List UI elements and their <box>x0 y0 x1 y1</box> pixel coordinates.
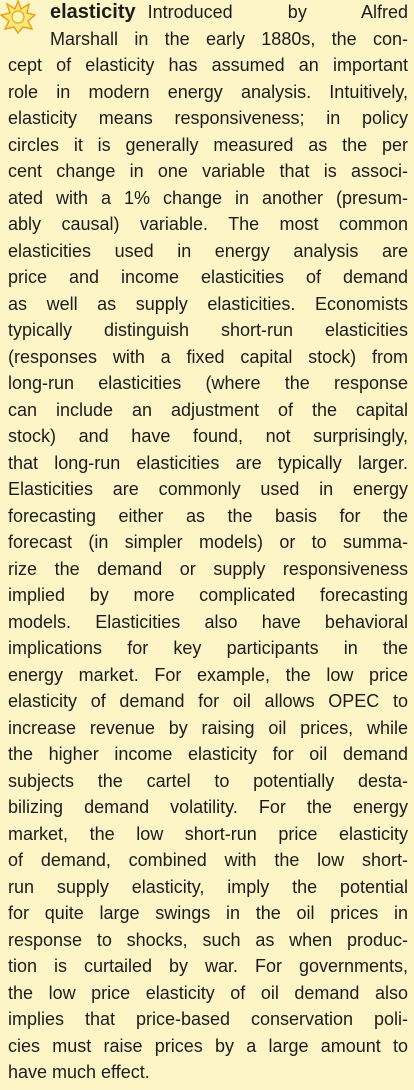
line-text: market, the low short-run price elastici… <box>8 823 408 844</box>
line-text: long-run elasticities (where the respons… <box>8 373 408 393</box>
text-line: elasticity of demand for oil allows OPEC… <box>0 688 414 715</box>
line-text: elasticities used in energy analysis are <box>8 240 408 261</box>
line-text: (responses with a fixed capital stock) f… <box>8 346 408 367</box>
line-text: cent change in one variable that is asso… <box>8 161 408 181</box>
line-text: the low price elasticity of oil demand a… <box>8 982 408 1003</box>
line-text: Marshall in the early 1880s, the con- <box>50 28 408 49</box>
text-line: the higher income elasticity for oil dem… <box>0 741 414 768</box>
line-text: models. Elasticities also have behaviora… <box>8 611 408 632</box>
text-line: of demand, combined with the low short- <box>0 847 414 874</box>
term: elasticity <box>50 1 136 23</box>
line-text: of demand, combined with the low short- <box>8 850 408 870</box>
text-line: long-run elasticities (where the respons… <box>0 370 414 397</box>
text-line: circles it is generally measured as the … <box>0 132 414 159</box>
text-line: stock) and have found, not surprisingly, <box>0 423 414 450</box>
text-line: elasticity Introduced by Alfred <box>0 0 414 26</box>
line-text: implies that price-based conservation po… <box>8 1009 408 1029</box>
line-text: cept of elasticity has assumed an import… <box>8 55 408 75</box>
line-text: cies must raise prices by a large amount… <box>8 1035 408 1056</box>
text-line: models. Elasticities also have behaviora… <box>0 609 414 636</box>
line-text: energy market. For example, the low pric… <box>8 664 408 685</box>
text-line: cies must raise prices by a large amount… <box>0 1033 414 1060</box>
text-line: energy market. For example, the low pric… <box>0 662 414 689</box>
line-text: ably causal) variable. The most common <box>8 214 408 234</box>
line-text: ated with a 1% change in another (presum… <box>8 187 408 208</box>
line-text: Elasticities are commonly used in energy <box>8 479 408 499</box>
text-line: run supply elasticity, imply the potenti… <box>0 874 414 901</box>
text-line: elasticity means responsiveness; in poli… <box>0 105 414 132</box>
line-text: forecasting either as the basis for the <box>8 505 408 526</box>
text-line: response to shocks, such as when produc- <box>0 927 414 954</box>
text-line: subjects the cartel to potentially desta… <box>0 768 414 795</box>
text-line: that long-run elasticities are typically… <box>0 450 414 477</box>
sun-icon <box>0 0 36 34</box>
line-text: role in modern energy analysis. Intuitiv… <box>8 81 408 102</box>
text-line: ated with a 1% change in another (presum… <box>0 185 414 212</box>
line-text: typically distinguish short-run elastici… <box>8 320 408 340</box>
line-text: bilizing demand volatility. For the ener… <box>8 797 408 817</box>
line-text: forecast (in simpler models) or to summa… <box>8 532 408 552</box>
line-text: run supply elasticity, imply the potenti… <box>8 876 408 897</box>
line-text: implications for key participants in the <box>8 638 408 658</box>
text-line: Elasticities are commonly used in energy <box>0 476 414 503</box>
text-line: as well as supply elasticities. Economis… <box>0 291 414 318</box>
text-line: market, the low short-run price elastici… <box>0 821 414 848</box>
line-text: that long-run elasticities are typically… <box>8 452 408 473</box>
line-text: implied by more complicated forecasting <box>8 585 408 605</box>
text-line: implied by more complicated forecasting <box>0 582 414 609</box>
text-line: price and income elasticities of demand <box>0 264 414 291</box>
line-text: rize the demand or supply responsiveness <box>8 558 408 579</box>
text-line: tion is curtailed by war. For government… <box>0 953 414 980</box>
text-line: forecasting either as the basis for the <box>0 503 414 530</box>
text-line: increase revenue by raising oil prices, … <box>0 715 414 742</box>
text-line: can include an adjustment of the capital <box>0 397 414 424</box>
line-text: tion is curtailed by war. For government… <box>8 956 408 976</box>
text-line: the low price elasticity of oil demand a… <box>0 980 414 1007</box>
line-text: for quite large swings in the oil prices… <box>8 903 408 923</box>
line-text: as well as supply elasticities. Economis… <box>8 293 408 314</box>
line-text: Introduced by Alfred <box>147 2 408 22</box>
text-line: implies that price-based conservation po… <box>0 1006 414 1033</box>
line-text: the higher income elasticity for oil dem… <box>8 744 408 764</box>
line-text: price and income elasticities of demand <box>8 267 408 287</box>
text-line: for quite large swings in the oil prices… <box>0 900 414 927</box>
text-line: rize the demand or supply responsiveness <box>0 556 414 583</box>
text-line: forecast (in simpler models) or to summa… <box>0 529 414 556</box>
text-line: ably causal) variable. The most common <box>0 211 414 238</box>
line-text: stock) and have found, not surprisingly, <box>8 426 408 446</box>
text-line: cept of elasticity has assumed an import… <box>0 52 414 79</box>
line-text: elasticity means responsiveness; in poli… <box>8 108 408 128</box>
line-text: response to shocks, such as when produc- <box>8 929 408 950</box>
text-line: have much effect. <box>0 1059 414 1086</box>
line-text: elasticity of demand for oil allows OPEC… <box>8 691 408 711</box>
text-line: role in modern energy analysis. Intuitiv… <box>0 79 414 106</box>
text-line: elasticities used in energy analysis are <box>0 238 414 265</box>
text-line: implications for key participants in the <box>0 635 414 662</box>
line-text: increase revenue by raising oil prices, … <box>8 717 408 738</box>
text-line: cent change in one variable that is asso… <box>0 158 414 185</box>
line-text: subjects the cartel to potentially desta… <box>8 770 408 791</box>
line-text: can include an adjustment of the capital <box>8 399 408 420</box>
text-line: bilizing demand volatility. For the ener… <box>0 794 414 821</box>
line-text: have much effect. <box>8 1062 150 1082</box>
line-text: circles it is generally measured as the … <box>8 134 408 155</box>
text-line: Marshall in the early 1880s, the con- <box>0 26 414 53</box>
text-line: (responses with a fixed capital stock) f… <box>0 344 414 371</box>
text-line: typically distinguish short-run elastici… <box>0 317 414 344</box>
